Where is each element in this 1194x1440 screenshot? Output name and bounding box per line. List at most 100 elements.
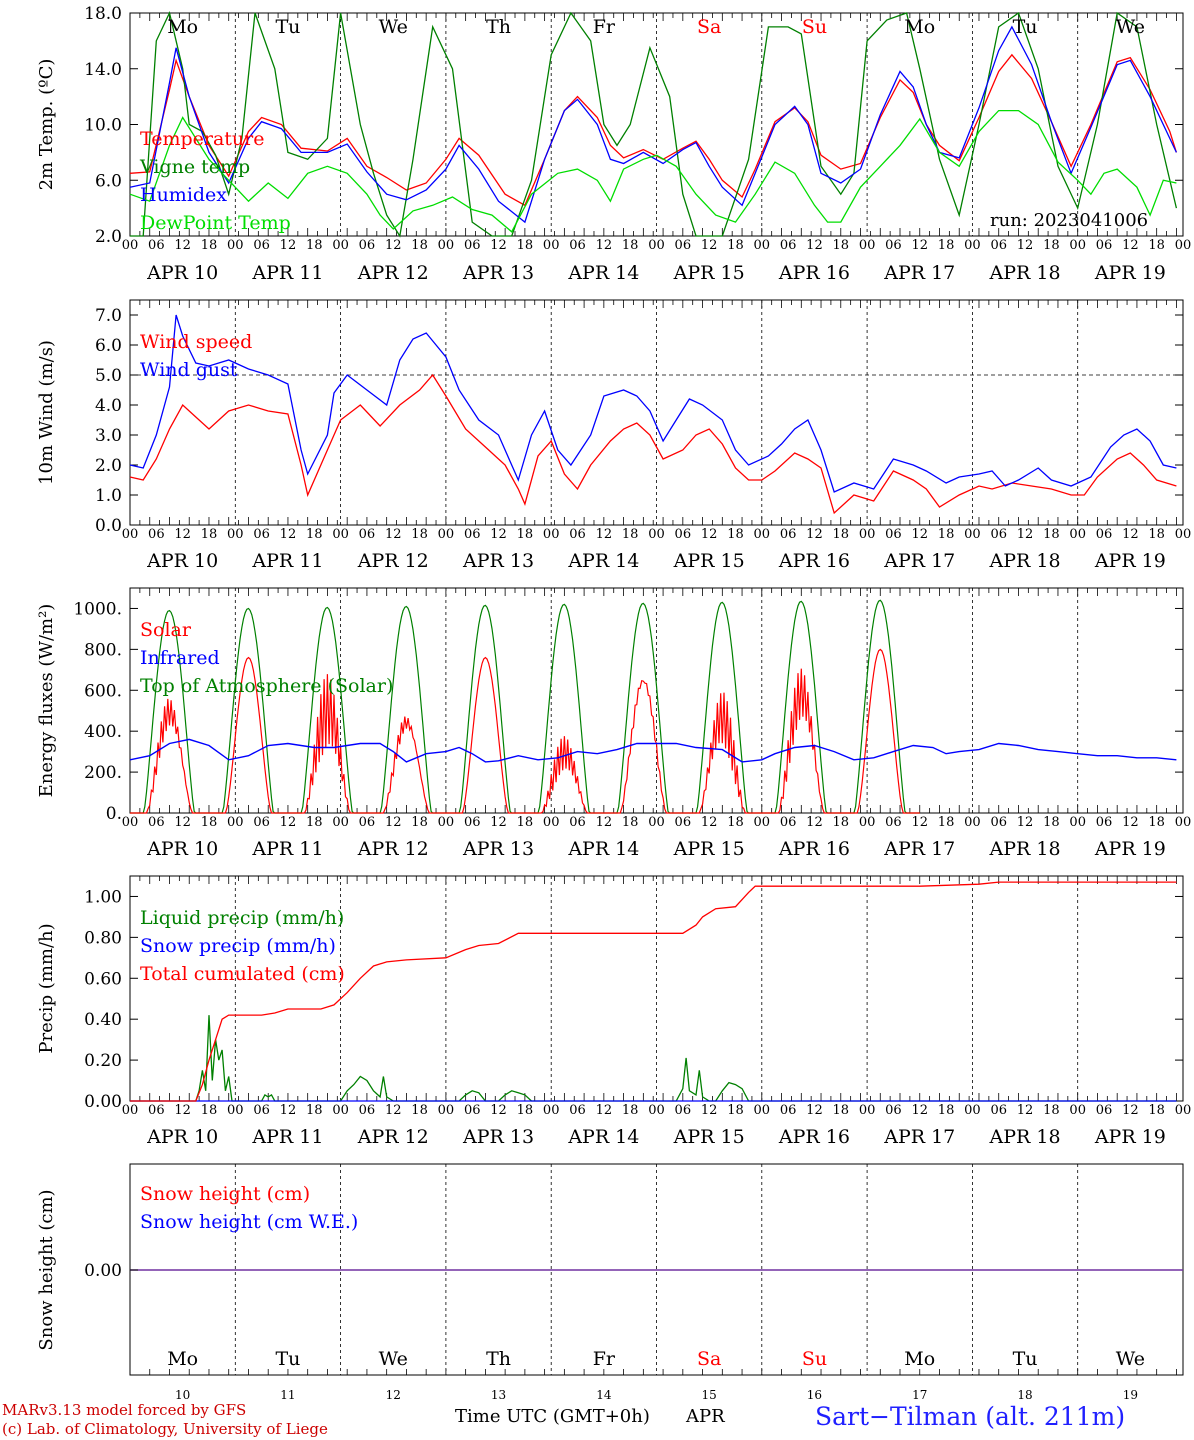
legend-wind-speed: Wind speed [140,331,252,353]
hour-tick-label: 18 [517,815,534,830]
hour-tick-label: 00 [754,527,771,542]
date-label: APR 18 [989,550,1061,572]
hour-tick-label: 00 [1175,527,1192,542]
hour-tick-label: 00 [227,815,244,830]
hour-tick-label: 12 [701,815,718,830]
hour-tick-label: 12 [596,238,613,253]
hour-tick-label: 12 [701,527,718,542]
hour-tick-label: 06 [359,815,376,830]
legend-temperature: Temperature [140,128,264,150]
panel-1-frame [129,12,1184,237]
hour-tick-label: 06 [780,1103,797,1118]
hour-tick-label: 12 [174,1103,191,1118]
hour-tick-label: 00 [122,527,139,542]
hour-tick-label: 06 [1096,527,1113,542]
date-label: APR 17 [883,550,955,572]
hour-tick-label: 06 [990,1103,1007,1118]
date-label: APR 10 [146,1126,218,1148]
date-label: APR 17 [883,1126,955,1148]
hour-tick-label: 12 [1122,238,1139,253]
hour-tick-label: 00 [1175,815,1192,830]
hour-tick-label: 12 [1122,527,1139,542]
y-axis-title-wind: 10m Wind (m/s) [36,340,57,485]
hour-tick-label: 12 [1017,527,1034,542]
panel-3-frame [129,587,1184,814]
hour-tick-label: 06 [885,815,902,830]
day-name-bottom: We [1116,1348,1145,1370]
y-tick-label: 0.40 [84,1010,122,1030]
hour-tick-label: 12 [1017,238,1034,253]
hour-tick-label: 06 [148,238,165,253]
hour-tick-label: 00 [964,527,981,542]
series-humidex [129,25,1177,224]
hour-tick-label: 00 [543,815,560,830]
hour-tick-label: 06 [780,238,797,253]
hour-tick-label: 18 [1043,527,1060,542]
hour-tick-label: 06 [464,1103,481,1118]
hour-tick-label: 18 [411,238,428,253]
hour-tick-label: 06 [569,238,586,253]
hour-tick-label: 12 [280,238,297,253]
hour-tick-label: 06 [359,238,376,253]
hour-tick-label: 18 [1148,815,1165,830]
series-infrared [129,738,1177,763]
date-label: APR 11 [251,262,323,284]
hour-tick-label: 00 [1175,238,1192,253]
hour-tick-label: 06 [464,527,481,542]
date-label: APR 14 [567,262,639,284]
hour-tick-label: 00 [227,527,244,542]
hour-tick-label: 06 [675,815,692,830]
hour-tick-label: 12 [1017,815,1034,830]
hour-tick-label: 06 [990,815,1007,830]
hour-tick-label: 00 [438,815,455,830]
legend-snow-height-cm-: Snow height (cm) [140,1183,310,1205]
hour-tick-label: 00 [648,527,665,542]
hour-tick-label: 18 [1148,1103,1165,1118]
y-tick-label: 6.0 [95,336,122,356]
y-tick-label: 600. [84,681,122,701]
day-name-top: We [1116,16,1145,38]
date-label: APR 16 [778,838,850,860]
hour-tick-label: 00 [543,1103,560,1118]
hour-tick-label: 00 [964,238,981,253]
hour-tick-label: 06 [780,815,797,830]
hour-tick-label: 18 [411,527,428,542]
hour-tick-label: 18 [833,527,850,542]
hour-tick-label: 18 [411,815,428,830]
date-label: APR 15 [673,838,745,860]
date-label: APR 19 [1094,838,1166,860]
hour-tick-label: 18 [727,238,744,253]
y-tick-label: 1.00 [84,887,122,907]
hour-tick-label: 18 [411,1103,428,1118]
hour-tick-label: 06 [675,238,692,253]
hour-tick-label: 18 [201,238,218,253]
y-tick-label: 6.0 [95,171,122,191]
hour-tick-label: 12 [385,527,402,542]
hour-tick-label: 00 [332,815,349,830]
hour-tick-label: 18 [201,815,218,830]
y-tick-label: 0.80 [84,928,122,948]
day-name-bottom: Sa [697,1348,721,1370]
hour-tick-label: 12 [385,238,402,253]
legend-total-cumulated-cm-: Total cumulated (cm) [140,963,345,985]
hour-tick-label: 18 [622,1103,639,1118]
day-name-top: Sa [697,16,721,38]
y-tick-label: 400. [84,722,122,742]
day-name-top: Tu [1013,16,1038,38]
hour-tick-label: 00 [438,527,455,542]
hour-tick-label: 06 [675,527,692,542]
series-total-cumulated-cm- [130,881,1177,1102]
series-solar [130,648,920,814]
y-tick-label: 1000. [73,599,122,619]
hour-tick-label: 12 [490,815,507,830]
hour-tick-label: 06 [569,815,586,830]
hour-tick-label: 06 [359,527,376,542]
series-vigne-temp [130,11,1178,238]
hour-tick-label: 12 [806,1103,823,1118]
hour-tick-label: 18 [622,238,639,253]
hour-tick-label: 00 [1175,1103,1192,1118]
date-label: APR 13 [462,262,534,284]
hour-tick-label: 06 [148,1103,165,1118]
day-name-top: Tu [275,16,300,38]
hour-tick-label: 06 [1096,815,1113,830]
